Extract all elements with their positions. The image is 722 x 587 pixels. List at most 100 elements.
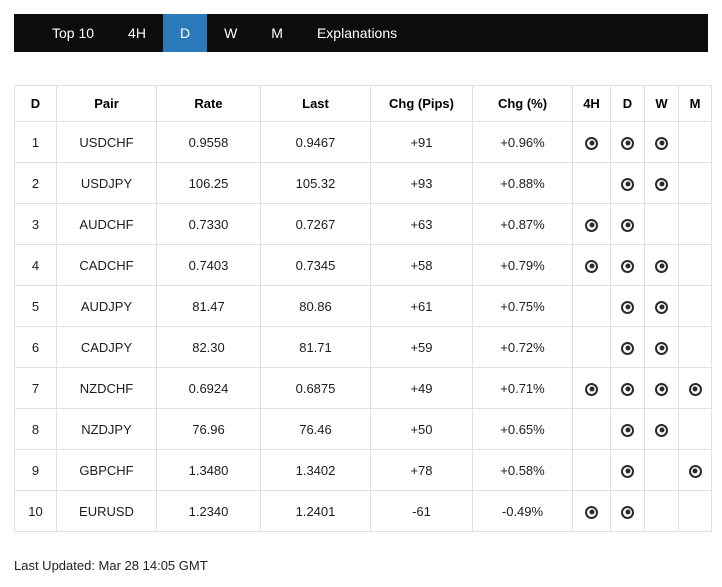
nav-item-label: Explanations	[316, 25, 398, 41]
signal-4h-cell	[572, 490, 611, 532]
nav-item-m[interactable]: M	[254, 14, 300, 52]
signal-m-cell	[678, 449, 712, 491]
chg-pips-cell: +49	[370, 367, 473, 409]
nav-item-d[interactable]: D	[162, 14, 208, 52]
bullseye-icon[interactable]	[655, 259, 668, 273]
nav-item-4h[interactable]: 4H	[111, 14, 163, 52]
last-cell: 81.71	[260, 326, 371, 368]
column-header-6-4h: 4H	[572, 85, 611, 122]
bullseye-icon[interactable]	[621, 423, 634, 437]
bullseye-icon[interactable]	[655, 341, 668, 355]
bullseye-icon[interactable]	[621, 177, 634, 191]
nav-item-label: W	[224, 25, 238, 41]
bullseye-icon[interactable]	[621, 505, 634, 519]
nav-item-w[interactable]: W	[207, 14, 254, 52]
signal-4h-cell	[572, 326, 611, 368]
table-row: 2 USDJPY 106.25 105.32 +93 +0.88%	[14, 162, 712, 204]
bullseye-icon[interactable]	[585, 136, 598, 150]
pair-cell: CADCHF	[56, 244, 157, 286]
chg-pips-cell: +63	[370, 203, 473, 245]
chg-pips-cell: +58	[370, 244, 473, 286]
pair-cell: AUDCHF	[56, 203, 157, 245]
rate-cell: 0.6924	[156, 367, 261, 409]
rank-cell: 5	[14, 285, 57, 327]
bullseye-icon[interactable]	[655, 177, 668, 191]
chg-pips-cell: +91	[370, 121, 473, 163]
signal-w-cell	[644, 203, 679, 245]
column-header-7-d: D	[610, 85, 645, 122]
last-updated-text: Last Updated: Mar 28 14:05 GMT	[14, 558, 208, 573]
bullseye-icon[interactable]	[655, 300, 668, 314]
rank-cell: 2	[14, 162, 57, 204]
table-header-row: D Pair Rate Last Chg (Pips) Chg (%) 4H D W M	[14, 85, 712, 122]
chg-pct-cell: +0.79%	[472, 244, 573, 286]
bullseye-icon[interactable]	[621, 341, 634, 355]
bullseye-icon[interactable]	[621, 382, 634, 396]
signal-4h-cell	[572, 367, 611, 409]
bullseye-icon[interactable]	[688, 382, 702, 396]
chg-pct-cell: +0.58%	[472, 449, 573, 491]
last-cell: 76.46	[260, 408, 371, 450]
bullseye-icon[interactable]	[621, 218, 634, 232]
bullseye-icon[interactable]	[585, 382, 598, 396]
signal-d-cell	[610, 285, 645, 327]
last-cell: 0.7267	[260, 203, 371, 245]
table-row: 9 GBPCHF 1.3480 1.3402 +78 +0.58%	[14, 449, 712, 491]
last-cell: 0.6875	[260, 367, 371, 409]
signal-d-cell	[610, 162, 645, 204]
bullseye-icon[interactable]	[621, 300, 634, 314]
chg-pips-cell: +61	[370, 285, 473, 327]
rank-cell: 6	[14, 326, 57, 368]
bullseye-icon[interactable]	[585, 505, 598, 519]
nav-item-explanations[interactable]: Explanations	[300, 14, 414, 52]
column-header-0-d: D	[14, 85, 57, 122]
bullseye-icon[interactable]	[655, 382, 668, 396]
signal-m-cell	[678, 326, 712, 368]
rank-cell: 1	[14, 121, 57, 163]
chg-pips-cell: -61	[370, 490, 473, 532]
chg-pips-cell: +78	[370, 449, 473, 491]
signal-m-cell	[678, 490, 712, 532]
signal-m-cell	[678, 162, 712, 204]
signal-w-cell	[644, 121, 679, 163]
column-header-1-pair: Pair	[56, 85, 157, 122]
last-cell: 0.9467	[260, 121, 371, 163]
pair-cell: USDJPY	[56, 162, 157, 204]
rank-cell: 9	[14, 449, 57, 491]
chg-pct-cell: +0.71%	[472, 367, 573, 409]
rank-cell: 7	[14, 367, 57, 409]
pair-cell: EURUSD	[56, 490, 157, 532]
chg-pips-cell: +93	[370, 162, 473, 204]
bullseye-icon[interactable]	[688, 464, 702, 478]
chg-pips-cell: +59	[370, 326, 473, 368]
table-row: 1 USDCHF 0.9558 0.9467 +91 +0.96%	[14, 121, 712, 163]
rank-cell: 3	[14, 203, 57, 245]
signal-4h-cell	[572, 285, 611, 327]
column-header-9-m: M	[678, 85, 712, 122]
last-cell: 1.3402	[260, 449, 371, 491]
chg-pips-cell: +50	[370, 408, 473, 450]
signal-m-cell	[678, 121, 712, 163]
bullseye-icon[interactable]	[621, 136, 634, 150]
chg-pct-cell: +0.87%	[472, 203, 573, 245]
signal-d-cell	[610, 203, 645, 245]
bullseye-icon[interactable]	[621, 464, 634, 478]
rank-cell: 8	[14, 408, 57, 450]
signal-4h-cell	[572, 449, 611, 491]
signal-w-cell	[644, 285, 679, 327]
signal-m-cell	[678, 203, 712, 245]
chg-pct-cell: +0.65%	[472, 408, 573, 450]
bullseye-icon[interactable]	[585, 259, 598, 273]
bullseye-icon[interactable]	[585, 218, 598, 232]
last-cell: 105.32	[260, 162, 371, 204]
bullseye-icon[interactable]	[621, 259, 634, 273]
nav-item-label: Top 10	[52, 25, 95, 41]
bullseye-icon[interactable]	[655, 423, 668, 437]
column-header-3-last: Last	[260, 85, 371, 122]
nav-item-top-10[interactable]: Top 10	[35, 14, 111, 52]
rate-cell: 0.7330	[156, 203, 261, 245]
pair-cell: GBPCHF	[56, 449, 157, 491]
bullseye-icon[interactable]	[655, 136, 668, 150]
rate-cell: 106.25	[156, 162, 261, 204]
